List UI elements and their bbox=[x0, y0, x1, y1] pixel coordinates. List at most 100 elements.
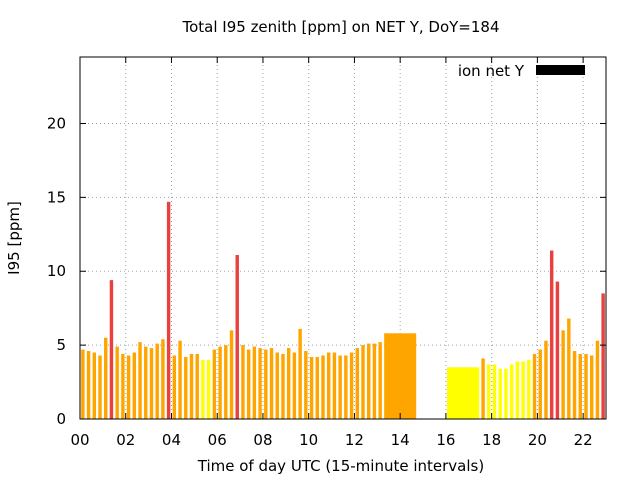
bar bbox=[361, 345, 365, 419]
y-tick-label: 10 bbox=[47, 262, 66, 280]
x-axis-label: Time of day UTC (15-minute intervals) bbox=[197, 457, 484, 475]
bar bbox=[132, 352, 137, 419]
bar bbox=[166, 201, 171, 419]
bar bbox=[104, 337, 108, 419]
x-tick-label: 08 bbox=[253, 431, 272, 449]
y-tick-label: 15 bbox=[47, 188, 66, 206]
bar bbox=[195, 353, 199, 419]
bar bbox=[252, 346, 257, 419]
grid-lines bbox=[80, 57, 606, 419]
bar bbox=[601, 293, 605, 419]
bar bbox=[109, 280, 114, 419]
x-tick-label: 02 bbox=[116, 431, 135, 449]
x-tick-label: 00 bbox=[70, 431, 89, 449]
bar bbox=[178, 340, 182, 419]
bar bbox=[578, 353, 582, 419]
bar bbox=[189, 353, 194, 419]
bar bbox=[235, 254, 239, 419]
bar bbox=[372, 343, 377, 419]
bar bbox=[172, 355, 177, 419]
bar bbox=[349, 352, 354, 419]
bar bbox=[98, 355, 102, 419]
bar bbox=[344, 355, 348, 419]
bar bbox=[549, 250, 554, 419]
x-tick-label: 04 bbox=[162, 431, 181, 449]
bar bbox=[155, 343, 159, 419]
bar bbox=[229, 330, 234, 419]
bar bbox=[567, 318, 571, 419]
bar bbox=[572, 351, 577, 419]
y-tick-label: 5 bbox=[56, 336, 66, 354]
bar bbox=[121, 353, 125, 419]
bar bbox=[321, 355, 325, 419]
bar bbox=[326, 352, 331, 419]
bar bbox=[355, 348, 360, 419]
bar bbox=[555, 281, 560, 419]
bar bbox=[126, 355, 131, 419]
y-tick-label: 0 bbox=[56, 410, 66, 428]
bar bbox=[281, 353, 285, 419]
bar bbox=[224, 345, 228, 419]
x-tick-label: 16 bbox=[436, 431, 455, 449]
bar bbox=[218, 346, 222, 419]
bar bbox=[515, 361, 520, 419]
bar bbox=[509, 364, 514, 419]
bar bbox=[544, 340, 548, 419]
bar bbox=[269, 348, 274, 419]
bar bbox=[149, 348, 154, 419]
x-tick-label: 10 bbox=[299, 431, 318, 449]
bar bbox=[584, 353, 588, 419]
x-tick-label: 06 bbox=[208, 431, 227, 449]
bar bbox=[338, 355, 342, 419]
chart-title: Total I95 zenith [ppm] on NET Y, DoY=184 bbox=[181, 18, 499, 36]
legend-label: ion net Y bbox=[458, 62, 525, 80]
bar bbox=[487, 364, 491, 419]
bar bbox=[332, 352, 337, 419]
bar bbox=[286, 348, 291, 419]
x-tick-label: 18 bbox=[482, 431, 501, 449]
bar bbox=[184, 356, 188, 419]
bar bbox=[292, 352, 297, 419]
bar bbox=[498, 368, 502, 419]
bar bbox=[527, 359, 531, 419]
bar bbox=[521, 361, 525, 419]
bar bbox=[138, 342, 142, 419]
bar bbox=[309, 356, 314, 419]
bar bbox=[258, 348, 262, 419]
bar bbox=[241, 345, 245, 419]
bar bbox=[115, 346, 119, 419]
legend-swatch bbox=[536, 65, 585, 75]
bar bbox=[81, 349, 85, 419]
bar bbox=[378, 342, 382, 419]
bar bbox=[492, 364, 497, 419]
bar bbox=[201, 359, 205, 419]
bar bbox=[144, 346, 148, 419]
axis-ticks bbox=[79, 57, 606, 420]
bar bbox=[538, 349, 542, 419]
bar bbox=[86, 351, 91, 419]
bar bbox=[264, 349, 268, 419]
bar bbox=[275, 352, 279, 419]
bar bbox=[532, 353, 537, 419]
bar bbox=[504, 368, 508, 419]
bar bbox=[447, 367, 480, 419]
bar bbox=[304, 351, 308, 419]
x-tick-label: 20 bbox=[528, 431, 547, 449]
legend: ion net Y bbox=[458, 62, 585, 80]
bar bbox=[212, 349, 217, 419]
bar bbox=[481, 358, 485, 419]
bar bbox=[246, 349, 251, 419]
bars bbox=[81, 201, 605, 419]
y-tick-label: 20 bbox=[47, 114, 66, 132]
bar bbox=[298, 328, 302, 419]
plot-frame bbox=[79, 56, 607, 420]
y-axis-label: I95 [ppm] bbox=[5, 201, 23, 275]
bar bbox=[595, 340, 600, 419]
x-tick-label: 12 bbox=[345, 431, 364, 449]
bar bbox=[206, 359, 211, 419]
x-tick-label: 14 bbox=[391, 431, 410, 449]
bar bbox=[161, 339, 165, 419]
bar bbox=[367, 343, 371, 419]
bar bbox=[561, 330, 565, 419]
